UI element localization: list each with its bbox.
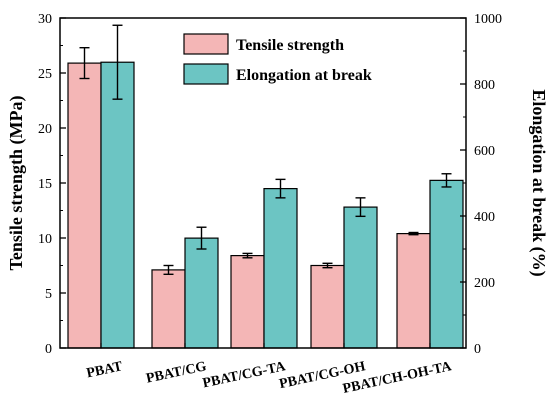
- error-bar-tensile-4: [408, 231, 419, 236]
- y-axis-title: Tensile strength (MPa): [6, 96, 27, 271]
- legend-item: Elongation at break: [183, 63, 372, 85]
- legend-item: Tensile strength: [183, 33, 344, 55]
- y2-tick-label: 1000: [474, 12, 502, 27]
- x-tick-label: PBAT: [85, 359, 124, 381]
- bars-layer: [67, 24, 464, 349]
- y2-axis-title: Elongation at break (%): [528, 89, 549, 276]
- error-bar-elongation-0: [112, 24, 123, 100]
- bar-tensile-3: [310, 264, 345, 349]
- bar-tensile-1: [151, 269, 186, 349]
- y-tick-label: 10: [38, 232, 52, 247]
- error-bar-tensile-2: [242, 252, 253, 259]
- y2-tick-label: 200: [474, 276, 495, 291]
- axes-layer: [59, 17, 467, 349]
- bar-elongation-0: [100, 61, 135, 349]
- bar-elongation-2: [263, 188, 298, 349]
- error-bar-elongation-3: [355, 197, 366, 218]
- legend: Tensile strength Elongation at break: [183, 33, 372, 85]
- y2-tick-label: 0: [474, 342, 481, 357]
- y2-tick-label: 400: [474, 210, 495, 225]
- legend-swatch: [183, 33, 229, 55]
- error-bar-elongation-1: [196, 226, 207, 250]
- y-tick-label: 15: [38, 177, 52, 192]
- y-tick-label: 5: [45, 287, 52, 302]
- bar-elongation-4: [429, 179, 464, 349]
- y-tick-label: 25: [38, 67, 52, 82]
- bar-elongation-3: [343, 206, 378, 349]
- y-tick-label: 0: [45, 342, 52, 357]
- legend-label: Elongation at break: [236, 67, 372, 84]
- error-bar-elongation-4: [441, 173, 452, 188]
- error-bar-tensile-0: [79, 47, 90, 80]
- error-bar-tensile-3: [322, 262, 333, 269]
- legend-swatch: [183, 63, 229, 85]
- y-tick-label: 30: [38, 12, 52, 27]
- x-tick-label: PBAT/CG: [145, 359, 208, 386]
- error-bar-elongation-2: [275, 178, 286, 199]
- legend-label: Tensile strength: [236, 37, 344, 54]
- bar-elongation-1: [184, 237, 219, 349]
- y2-tick-label: 800: [474, 78, 495, 93]
- error-bar-tensile-1: [163, 264, 174, 275]
- y-tick-label: 20: [38, 122, 52, 137]
- bar-tensile-2: [230, 255, 265, 349]
- bar-tensile-0: [67, 62, 102, 349]
- y2-tick-label: 600: [474, 144, 495, 159]
- bar-tensile-4: [396, 233, 431, 349]
- x-tick-label: PBAT/CG-TA: [201, 359, 287, 391]
